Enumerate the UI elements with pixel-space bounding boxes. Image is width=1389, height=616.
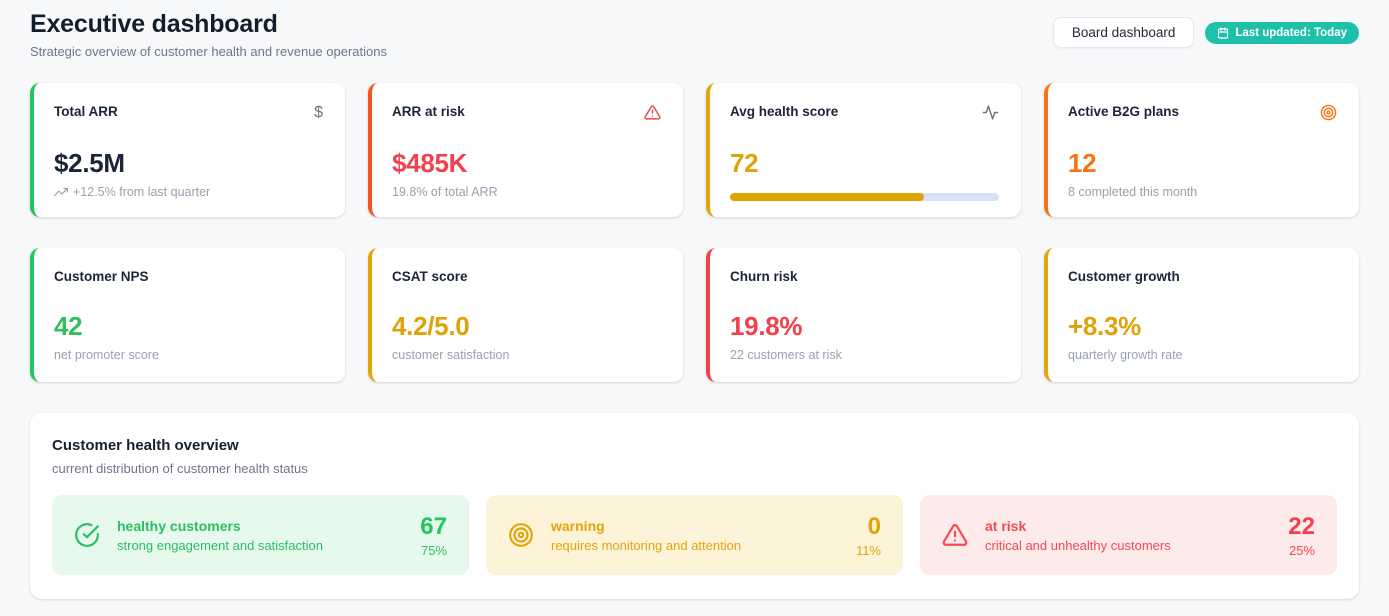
kpi-title: Customer NPS: [54, 269, 149, 284]
kpi-value: 4.2/5.0: [392, 311, 470, 341]
kpi-card-avg-health-score: Avg health score 72: [706, 83, 1021, 217]
kpi-subtext-label: 19.8% of total ARR: [392, 185, 498, 199]
kpi-card-active-b2g-plans: Active B2G plans 12 8 completed this mon…: [1044, 83, 1359, 217]
health-score-progress-fill: [730, 193, 924, 201]
panel-percent: 75%: [420, 542, 447, 558]
kpi-title: Avg health score: [730, 104, 839, 119]
health-panel-warning: warning requires monitoring and attentio…: [486, 495, 903, 575]
kpi-title: Active B2G plans: [1068, 104, 1180, 119]
trending-up-icon: [54, 185, 68, 199]
health-panel-row: healthy customers strong engagement and …: [52, 495, 1337, 575]
kpi-card-arr-at-risk: ARR at risk $485K 19.8% of total ARR: [368, 83, 683, 217]
kpi-subtext-label: 22 customers at risk: [730, 348, 842, 362]
page-header-text: Executive dashboard Strategic overview o…: [30, 10, 387, 59]
kpi-title: Customer growth: [1068, 269, 1180, 284]
kpi-title: ARR at risk: [392, 104, 465, 119]
board-dashboard-button[interactable]: Board dashboard: [1052, 17, 1195, 48]
kpi-subtext-label: 8 completed this month: [1068, 185, 1198, 199]
kpi-title: Total ARR: [54, 104, 118, 119]
panel-numbers: 0 11%: [856, 513, 881, 558]
kpi-subtext: quarterly growth rate: [1068, 348, 1337, 362]
activity-icon: [982, 104, 999, 121]
calendar-icon: [1217, 26, 1229, 39]
panel-label: at risk: [985, 517, 1027, 534]
kpi-title: CSAT score: [392, 269, 468, 284]
kpi-subtext-label: quarterly growth rate: [1068, 348, 1183, 362]
kpi-subtext: customer satisfaction: [392, 348, 661, 362]
panel-description: critical and unhealthy customers: [985, 537, 1171, 553]
panel-count: 0: [867, 512, 881, 540]
kpi-card-churn-risk: Churn risk 19.8% 22 customers at risk: [706, 248, 1021, 382]
overview-title: Customer health overview: [52, 437, 239, 454]
kpi-grid: Total ARR $ $2.5M +12.5% from last quart…: [30, 83, 1359, 382]
panel-percent: 11%: [855, 542, 881, 558]
last-updated-label: Last updated: Today: [1235, 26, 1347, 39]
kpi-value: +8.3%: [1068, 311, 1141, 341]
panel-text: warning requires monitoring and attentio…: [551, 518, 741, 553]
customer-health-overview-section: Customer health overview current distrib…: [30, 413, 1359, 599]
health-panel-healthy: healthy customers strong engagement and …: [52, 495, 469, 575]
kpi-subtext-label: net promoter score: [54, 348, 159, 362]
executive-dashboard-page: Executive dashboard Strategic overview o…: [30, 10, 1359, 599]
kpi-value: $2.5M: [54, 148, 125, 178]
kpi-value: 12: [1068, 148, 1097, 178]
panel-description: strong engagement and satisfaction: [117, 537, 323, 553]
kpi-title: Churn risk: [730, 269, 798, 284]
health-panel-at-risk: at risk critical and unhealthy customers…: [920, 495, 1337, 575]
kpi-value: $485K: [392, 148, 468, 178]
panel-numbers: 22 25%: [1288, 513, 1315, 558]
kpi-card-customer-growth: Customer growth +8.3% quarterly growth r…: [1044, 248, 1359, 382]
health-score-progress-bar: [730, 193, 999, 201]
kpi-subtext-label: +12.5% from last quarter: [73, 185, 211, 199]
check-circle-icon: [74, 522, 100, 548]
dollar-icon: $: [314, 104, 323, 121]
panel-text: healthy customers strong engagement and …: [117, 518, 323, 553]
kpi-card-customer-nps: Customer NPS 42 net promoter score: [30, 248, 345, 382]
panel-numbers: 67 75%: [420, 513, 447, 558]
target-icon: [508, 522, 534, 548]
kpi-value: 42: [54, 311, 83, 341]
kpi-subtext-label: customer satisfaction: [392, 348, 510, 362]
kpi-subtext: 22 customers at risk: [730, 348, 999, 362]
panel-description: requires monitoring and attention: [551, 537, 742, 553]
target-icon: [1320, 104, 1337, 121]
kpi-card-csat-score: CSAT score 4.2/5.0 customer satisfaction: [368, 248, 683, 382]
alert-triangle-icon: [644, 104, 661, 121]
kpi-subtext: 19.8% of total ARR: [392, 185, 661, 199]
page-title: Executive dashboard: [30, 10, 278, 38]
kpi-card-total-arr: Total ARR $ $2.5M +12.5% from last quart…: [30, 83, 345, 217]
page-subtitle: Strategic overview of customer health an…: [30, 44, 387, 59]
panel-count: 22: [1288, 512, 1315, 540]
header-actions: Board dashboard Last updated: Today: [1052, 17, 1359, 48]
overview-subtitle: current distribution of customer health …: [52, 461, 308, 476]
panel-text: at risk critical and unhealthy customers: [985, 518, 1171, 553]
kpi-subtext: net promoter score: [54, 348, 323, 362]
panel-label: warning: [551, 517, 605, 534]
panel-label: healthy customers: [117, 517, 241, 534]
kpi-subtext: +12.5% from last quarter: [54, 185, 323, 199]
kpi-value: 72: [730, 148, 759, 178]
panel-percent: 25%: [1288, 542, 1315, 558]
last-updated-badge: Last updated: Today: [1205, 21, 1359, 44]
page-header: Executive dashboard Strategic overview o…: [30, 10, 1359, 59]
kpi-subtext: 8 completed this month: [1068, 185, 1337, 199]
panel-count: 67: [420, 512, 447, 540]
alert-triangle-icon: [942, 522, 968, 548]
kpi-value: 19.8%: [730, 311, 803, 341]
